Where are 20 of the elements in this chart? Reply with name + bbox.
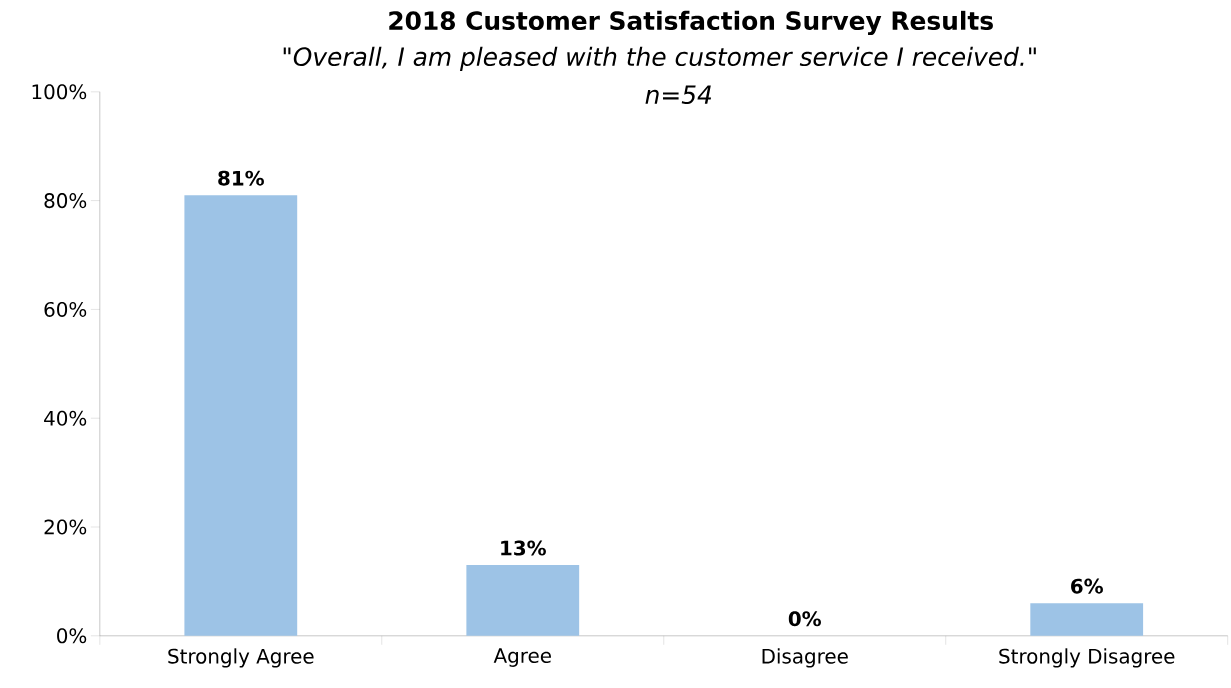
bar: [1030, 603, 1144, 636]
data-label: 81%: [218, 170, 264, 186]
bar: [184, 195, 298, 636]
y-tick-label: 0%: [57, 628, 87, 644]
bar: [466, 565, 580, 636]
annotation: n=54: [645, 85, 712, 105]
x-tick-label: Strongly Disagree: [999, 648, 1175, 668]
y-tick-label: 80%: [44, 193, 87, 209]
x-tick-label: Strongly Agree: [168, 648, 314, 668]
chart-title: 2018 Customer Satisfaction Survey Results: [389, 10, 993, 36]
y-tick-label: 60%: [44, 302, 87, 318]
x-tick-label: Agree: [493, 648, 551, 668]
y-tick-label: 40%: [44, 410, 87, 426]
x-tick-label: Disagree: [762, 648, 848, 668]
data-label: 13%: [501, 540, 546, 556]
y-tick-label: 100%: [32, 84, 87, 100]
data-label: 6%: [1071, 578, 1103, 594]
data-label: 0%: [788, 611, 821, 627]
y-tick-label: 20%: [44, 519, 87, 535]
chart-subtitle: "Overall, I am pleased with the customer service I received.": [283, 46, 1036, 72]
